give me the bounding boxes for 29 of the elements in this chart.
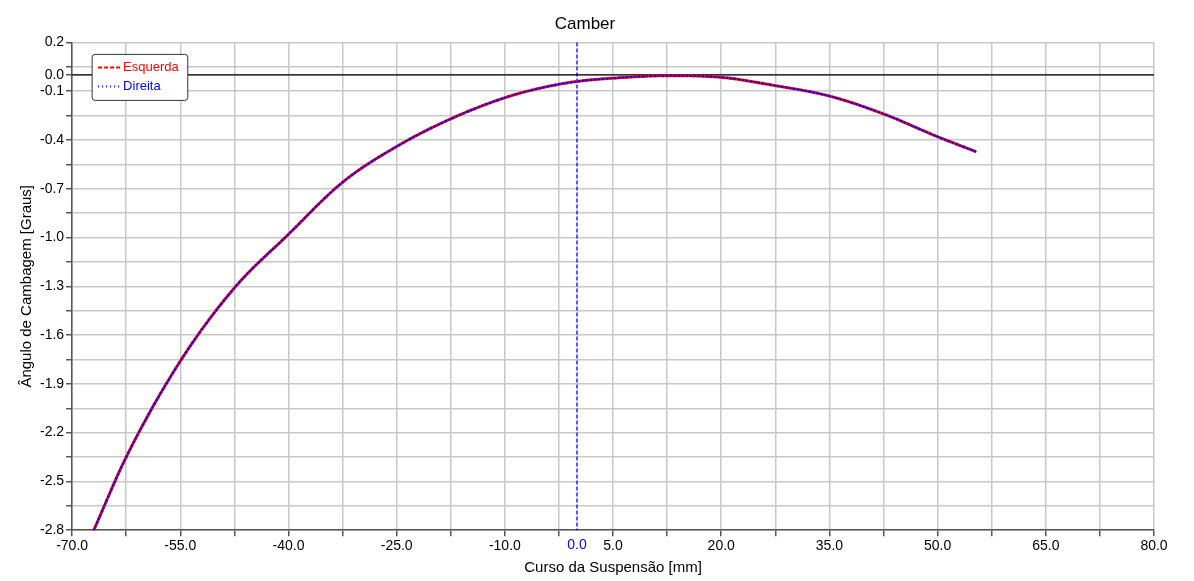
- legend-label: Esquerda: [123, 58, 180, 74]
- y-tick-label: -1.3: [40, 277, 65, 294]
- y-tick-label: 0.0: [44, 65, 65, 82]
- x-tick-label: 80.0: [1140, 537, 1168, 554]
- y-tick-label: -2.2: [40, 423, 65, 440]
- x-tick-label: -40.0: [272, 537, 305, 554]
- y-tick-label: -1.6: [40, 325, 65, 342]
- y-tick-label: 0.2: [44, 33, 65, 50]
- x-tick-label: -55.0: [164, 537, 197, 554]
- x-tick-label: -25.0: [380, 537, 413, 554]
- x-tick-label: -10.0: [488, 537, 522, 554]
- x-tick-label: 5.0: [603, 537, 623, 554]
- x-tick-label: 50.0: [924, 537, 952, 554]
- y-tick-label: -0.1: [40, 82, 65, 99]
- y-tick-label: -0.4: [40, 130, 65, 147]
- x-tick-label: 65.0: [1032, 537, 1060, 554]
- x-tick-label: 35.0: [815, 537, 844, 554]
- x-axis-title: Curso da Suspensão [mm]: [524, 558, 702, 576]
- y-tick-label: -2.8: [40, 521, 65, 538]
- y-tick-label: -1.0: [40, 228, 65, 245]
- y-axis-title: Ângulo de Cambagem [Graus]: [17, 184, 35, 388]
- y-tick-label: -1.9: [40, 374, 65, 391]
- y-tick-label: -0.7: [40, 179, 65, 196]
- x-tick-label: -70.0: [56, 537, 89, 554]
- x-tick-label: 20.0: [707, 537, 736, 554]
- ref-line-label: 0.0: [567, 536, 587, 553]
- chart-title: Camber: [554, 13, 616, 33]
- y-tick-label: -2.5: [40, 472, 65, 489]
- legend-label: Direita: [123, 77, 162, 93]
